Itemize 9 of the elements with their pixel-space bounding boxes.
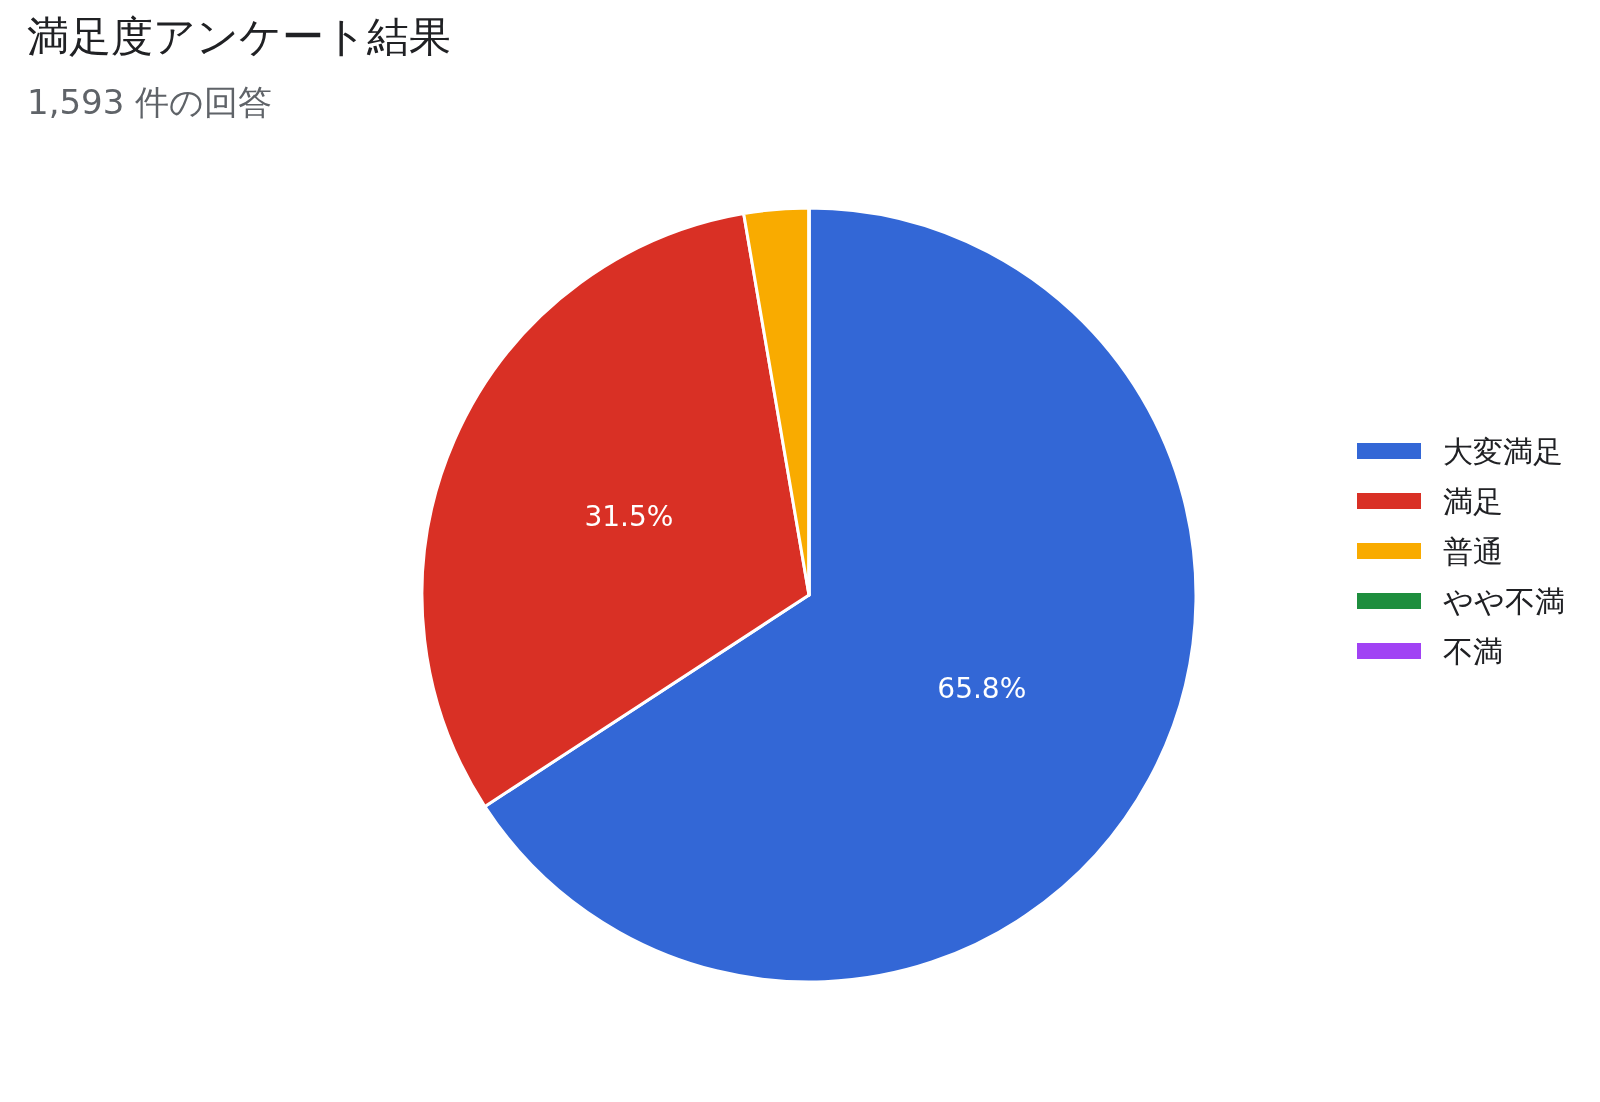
legend-label: 不満: [1443, 633, 1503, 669]
data-label: 65.8%: [937, 672, 1027, 706]
chart-title: 満足度アンケート結果: [27, 11, 451, 61]
text: 1,593 件の回答: [27, 82, 273, 122]
legend-label: 満足: [1443, 483, 1503, 519]
data-label: 31.5%: [584, 499, 674, 533]
legend-label: 大変満足: [1443, 433, 1563, 469]
legend-label: やや不満: [1443, 583, 1565, 619]
legend-label: 普通: [1443, 533, 1503, 569]
